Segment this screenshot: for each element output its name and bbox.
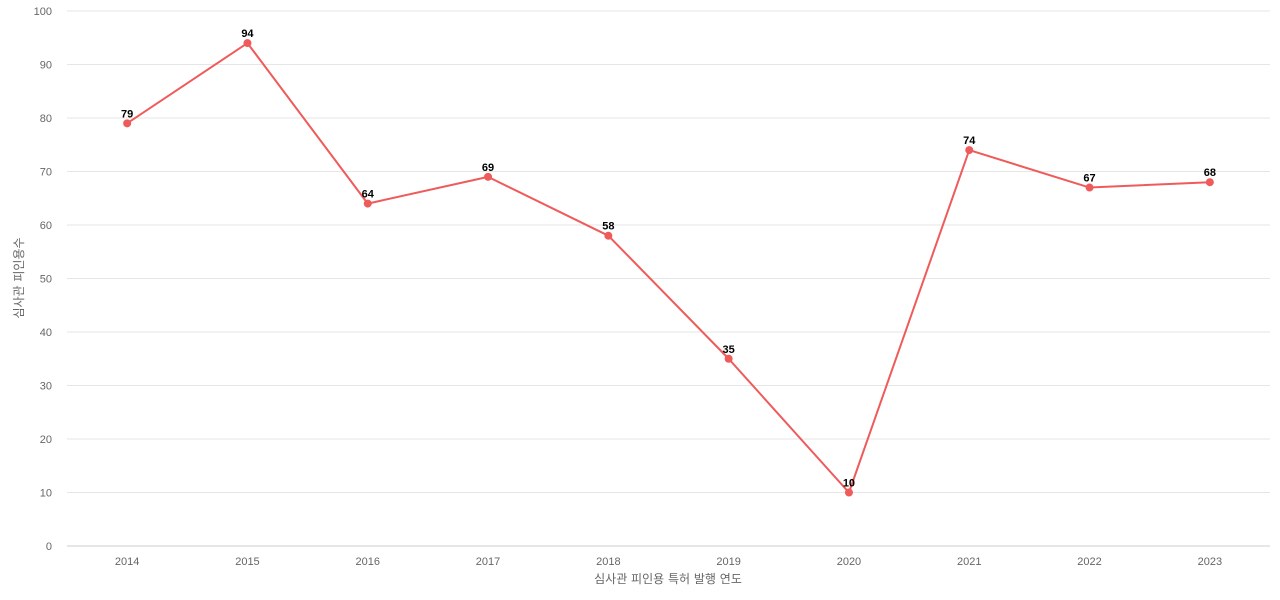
y-tick-label: 100 (34, 6, 52, 18)
x-tick-label: 2021 (957, 556, 981, 568)
y-tick-label: 60 (40, 220, 52, 232)
series-line (126, 42, 1211, 494)
data-label: 94 (241, 28, 254, 40)
x-tick-label: 2020 (837, 556, 861, 568)
data-label: 67 (1083, 173, 1095, 185)
data-label: 10 (843, 478, 855, 490)
data-point[interactable] (363, 199, 372, 208)
data-point[interactable] (1205, 178, 1214, 187)
x-axis-ticks: 2014 2015 2016 2017 2018 2019 2020 2021 2022 2023 (115, 556, 1222, 568)
data-labels: 79 94 64 69 58 35 10 74 67 68 (121, 28, 1216, 489)
data-point[interactable] (724, 354, 733, 363)
x-axis-title: 심사관 피인용 특허 발행 연도 (594, 571, 742, 586)
x-tick-label: 2022 (1077, 556, 1101, 568)
x-tick-label: 2019 (716, 556, 740, 568)
y-axis-title: 심사관 피인용수 (12, 237, 26, 318)
y-tick-label: 40 (40, 327, 52, 339)
data-label: 64 (362, 189, 375, 201)
data-point[interactable] (123, 119, 132, 128)
x-tick-label: 2018 (596, 556, 620, 568)
data-label: 35 (723, 344, 735, 356)
y-tick-label: 10 (40, 488, 52, 500)
y-tick-label: 0 (46, 541, 52, 553)
x-tick-label: 2014 (115, 556, 139, 568)
y-tick-label: 50 (40, 274, 52, 286)
y-tick-label: 80 (40, 113, 52, 125)
x-tick-label: 2023 (1198, 556, 1222, 568)
data-label: 68 (1204, 167, 1216, 179)
data-label: 79 (121, 108, 133, 120)
data-label: 74 (963, 135, 976, 147)
data-point[interactable] (243, 39, 252, 48)
x-tick-label: 2016 (356, 556, 380, 568)
gridlines (67, 10, 1270, 547)
data-point[interactable] (965, 146, 974, 155)
y-axis-ticks: 0 10 20 30 40 50 60 70 80 90 100 (34, 6, 52, 553)
y-tick-label: 70 (40, 167, 52, 179)
x-tick-label: 2017 (476, 556, 500, 568)
data-point[interactable] (1085, 183, 1094, 192)
y-tick-label: 30 (40, 381, 52, 393)
data-point[interactable] (844, 488, 853, 497)
y-tick-label: 20 (40, 434, 52, 446)
series-layer (123, 39, 1214, 497)
data-label: 58 (602, 221, 614, 233)
data-label: 69 (482, 162, 494, 174)
y-tick-label: 90 (40, 60, 52, 72)
data-point[interactable] (604, 231, 613, 240)
x-tick-label: 2015 (235, 556, 259, 568)
data-point[interactable] (484, 172, 493, 181)
